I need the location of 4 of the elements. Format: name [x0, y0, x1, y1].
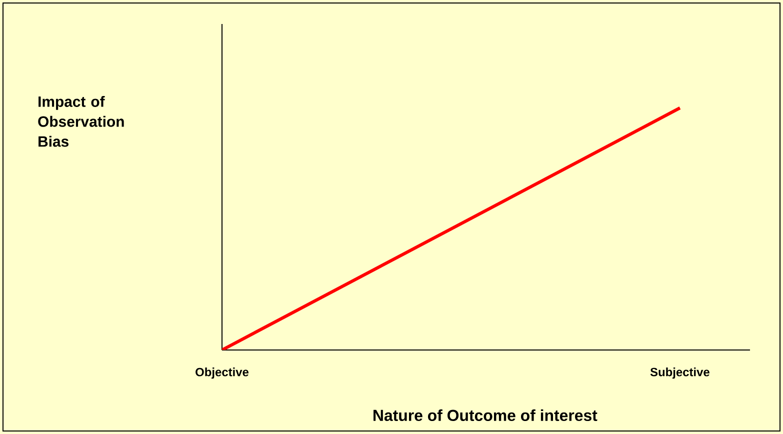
y-axis-title: Impact of Observation Bias: [38, 96, 124, 147]
x-tick-label: Objective: [196, 368, 248, 379]
x-axis-title: Nature of Outcome of interest: [374, 409, 598, 422]
x-tick-label: Subjective: [650, 368, 710, 379]
